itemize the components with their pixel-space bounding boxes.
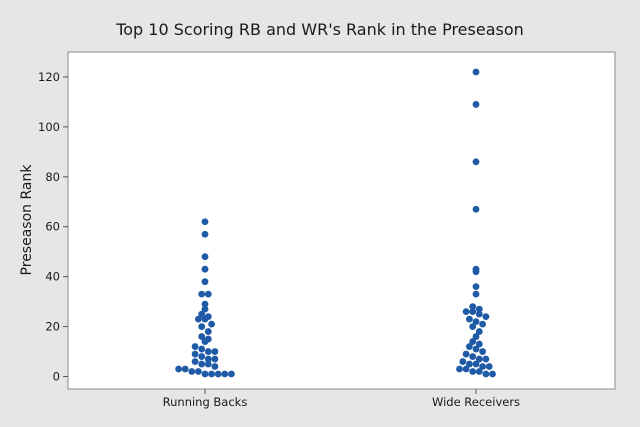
data-point [472,158,480,166]
data-point [211,363,219,370]
data-point [201,370,209,378]
y-axis: 0 20 40 60 80 100 120 [38,70,68,384]
data-point [472,345,480,353]
data-point [462,350,470,358]
data-point [198,360,206,368]
data-point [198,353,206,360]
data-point [201,315,209,323]
data-point [472,318,480,325]
data-point [472,290,480,298]
data-point [201,278,209,286]
y-tick-label: 60 [45,220,60,234]
data-point [228,370,235,378]
data-point [472,283,480,291]
data-point [475,328,483,335]
data-point [462,365,470,373]
plot-area [67,51,616,390]
y-tick-label: 0 [53,370,60,384]
data-point [469,323,477,330]
data-point [472,68,480,76]
data-point [472,205,480,213]
data-point [214,370,222,378]
data-point [204,360,212,368]
data-point [201,253,209,261]
data-point [195,368,202,375]
data-point [201,338,209,345]
data-point [198,290,206,298]
data-point [181,365,189,373]
data-point [472,268,480,276]
data-point [469,353,477,360]
data-point [188,368,196,375]
data-point [479,320,486,328]
data-point [211,348,219,355]
data-point [459,358,467,365]
data-point [462,308,470,316]
data-point [201,230,209,238]
data-point [475,340,483,348]
data-point [482,313,490,321]
data-point [201,218,209,226]
x-category-label: Running Backs [163,395,248,409]
data-point [479,363,486,370]
data-point [191,358,199,365]
data-point [472,360,480,368]
data-point [469,303,477,311]
data-points [175,68,496,378]
data-point [201,300,209,308]
data-point [472,101,480,108]
data-point [469,368,477,375]
y-tick-label: 20 [45,320,60,334]
data-point [198,333,206,340]
data-point [475,305,483,313]
data-point [469,338,477,345]
chart-title: Top 10 Scoring RB and WR's Rank in the P… [115,20,524,39]
data-point [475,368,483,375]
data-point [204,328,212,335]
data-point [195,315,202,323]
data-point [198,323,206,330]
data-point [191,343,199,350]
data-point [489,370,496,378]
y-tick-label: 120 [38,70,60,84]
data-point [191,350,199,358]
data-point [211,355,219,363]
data-point [482,370,490,378]
data-point [201,305,209,313]
data-point [485,363,493,370]
data-point [204,355,212,363]
data-point [469,308,477,316]
data-point [208,320,216,328]
y-axis-label: Preseason Rank [19,164,35,276]
data-point [208,370,216,378]
y-tick-label: 40 [45,270,60,284]
data-point [198,310,206,318]
data-point [472,333,480,340]
data-point [204,290,212,298]
y-tick-label: 80 [45,170,60,184]
data-point [175,365,183,373]
data-point [456,365,463,373]
x-axis: Running Backs Wide Receivers [163,389,520,409]
data-point [466,315,473,323]
data-point [475,355,483,363]
data-point [482,355,490,363]
data-point [466,343,473,350]
y-tick-label: 100 [38,120,60,134]
x-category-label: Wide Receivers [432,395,520,409]
data-point [204,348,212,355]
data-point [479,348,486,355]
data-point [198,345,206,353]
data-point [475,310,483,318]
data-point [221,370,229,378]
data-point [201,265,209,273]
data-point [466,360,473,368]
